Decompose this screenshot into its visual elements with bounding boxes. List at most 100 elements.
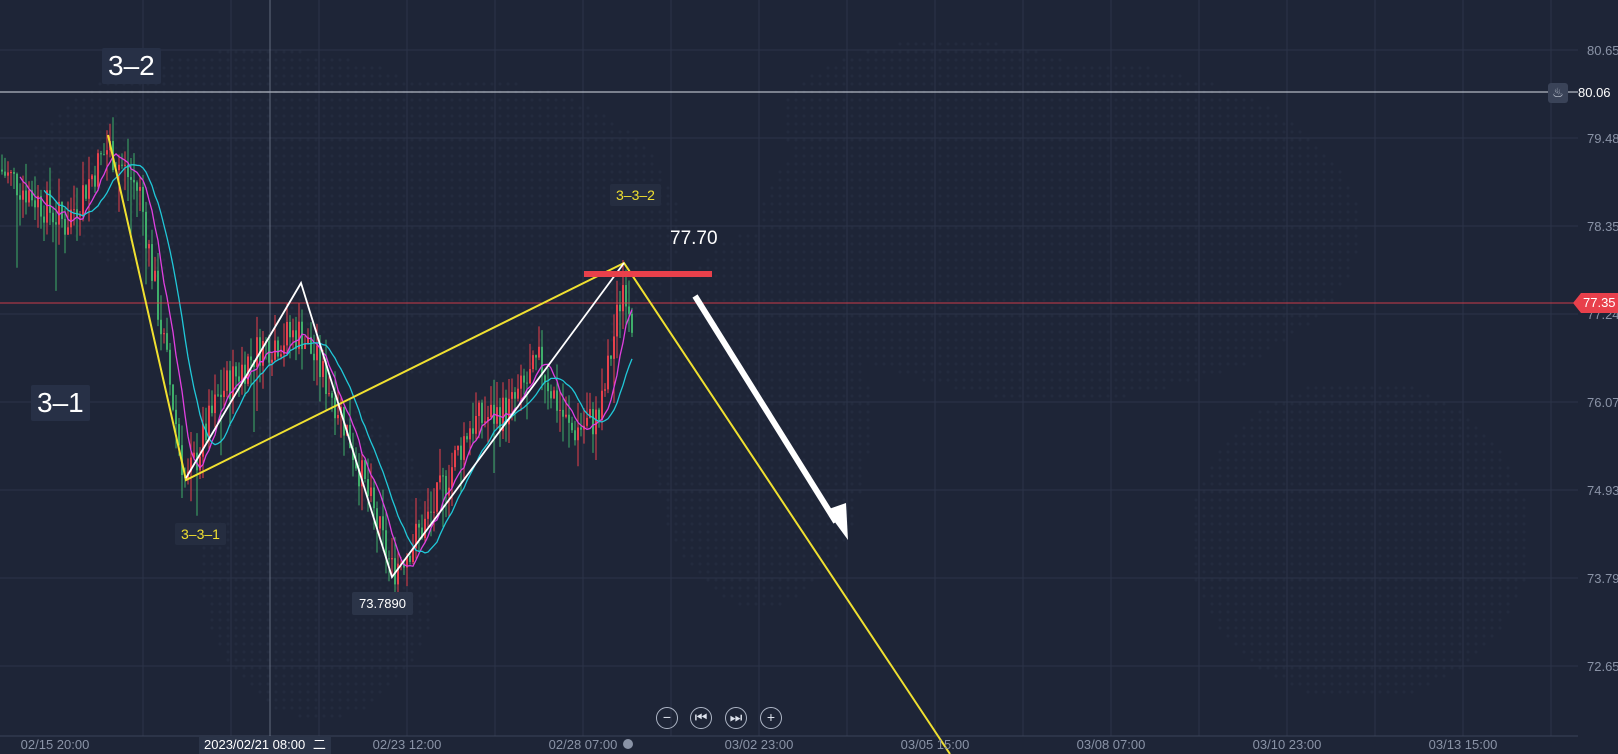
map-dot [490,370,494,374]
map-dot [586,138,590,142]
map-dot [722,378,726,382]
map-dot [602,314,606,318]
map-dot [210,154,214,158]
map-dot [842,178,846,182]
map-dot [410,314,414,318]
map-dot [306,282,310,286]
map-dot [354,570,358,574]
map-dot [418,578,422,582]
map-dot [834,538,838,542]
map-dot [930,346,934,350]
map-dot [882,146,886,150]
map-dot [538,98,542,102]
map-dot [386,618,390,622]
map-dot [378,578,382,582]
map-dot [226,266,230,270]
map-dot [666,242,670,246]
map-dot [506,242,510,246]
map-dot [490,314,494,318]
map-dot [682,546,686,550]
map-dot [410,258,414,262]
map-dot [370,682,374,686]
map-dot [306,130,310,134]
map-dot [330,618,334,622]
map-dot [130,250,134,254]
map-dot [194,274,198,278]
map-dot [346,346,350,350]
map-dot [554,194,558,198]
map-dot [778,194,782,198]
map-dot [274,178,278,182]
map-dot [178,266,182,270]
map-dot [442,210,446,214]
map-dot [826,282,830,286]
map-dot [554,330,558,334]
map-dot [202,226,206,230]
map-dot [714,466,718,470]
map-dot [930,274,934,278]
map-dot [626,242,630,246]
map-dot [666,410,670,414]
map-dot [466,298,470,302]
map-dot [746,290,750,294]
map-dot [434,554,438,558]
map-dot [306,458,310,462]
map-dot [354,162,358,166]
map-dot [298,298,302,302]
map-dot [402,106,406,110]
map-dot [626,162,630,166]
map-dot [386,290,390,294]
map-dot [442,234,446,238]
map-dot [250,562,254,566]
map-dot [394,226,398,230]
map-dot [50,146,54,150]
map-dot [754,490,758,494]
map-dot [466,370,470,374]
map-dot [338,618,342,622]
map-dot [290,490,294,494]
map-dot [786,226,790,230]
map-dot [706,290,710,294]
map-dot [306,426,310,430]
map-dot [218,546,222,550]
map-dot [362,218,366,222]
map-dot [730,410,734,414]
map-dot [738,346,742,350]
map-dot [426,218,430,222]
map-dot [554,290,558,294]
map-dot [762,586,766,590]
map-dot [786,202,790,206]
map-dot [306,66,310,70]
map-dot [842,74,846,78]
map-dot [418,506,422,510]
map-dot [634,258,638,262]
map-dot [786,362,790,366]
map-dot [258,130,262,134]
map-dot [146,114,150,118]
map-dot [530,178,534,182]
map-dot [770,490,774,494]
map-dot [578,154,582,158]
map-dot [186,170,190,174]
map-dot [618,250,622,254]
map-dot [226,482,230,486]
map-dot [746,546,750,550]
map-dot [490,146,494,150]
map-dot [410,370,414,374]
map-dot [722,266,726,270]
map-dot [298,250,302,254]
map-dot [282,82,286,86]
map-dot [258,114,262,118]
map-dot [234,618,238,622]
map-dot [378,122,382,126]
map-dot [394,210,398,214]
map-dot [322,250,326,254]
map-dot [514,202,518,206]
map-dot [514,130,518,134]
map-dot [858,394,862,398]
map-dot [298,458,302,462]
map-dot [474,250,478,254]
map-dot [466,274,470,278]
map-dot [698,490,702,494]
